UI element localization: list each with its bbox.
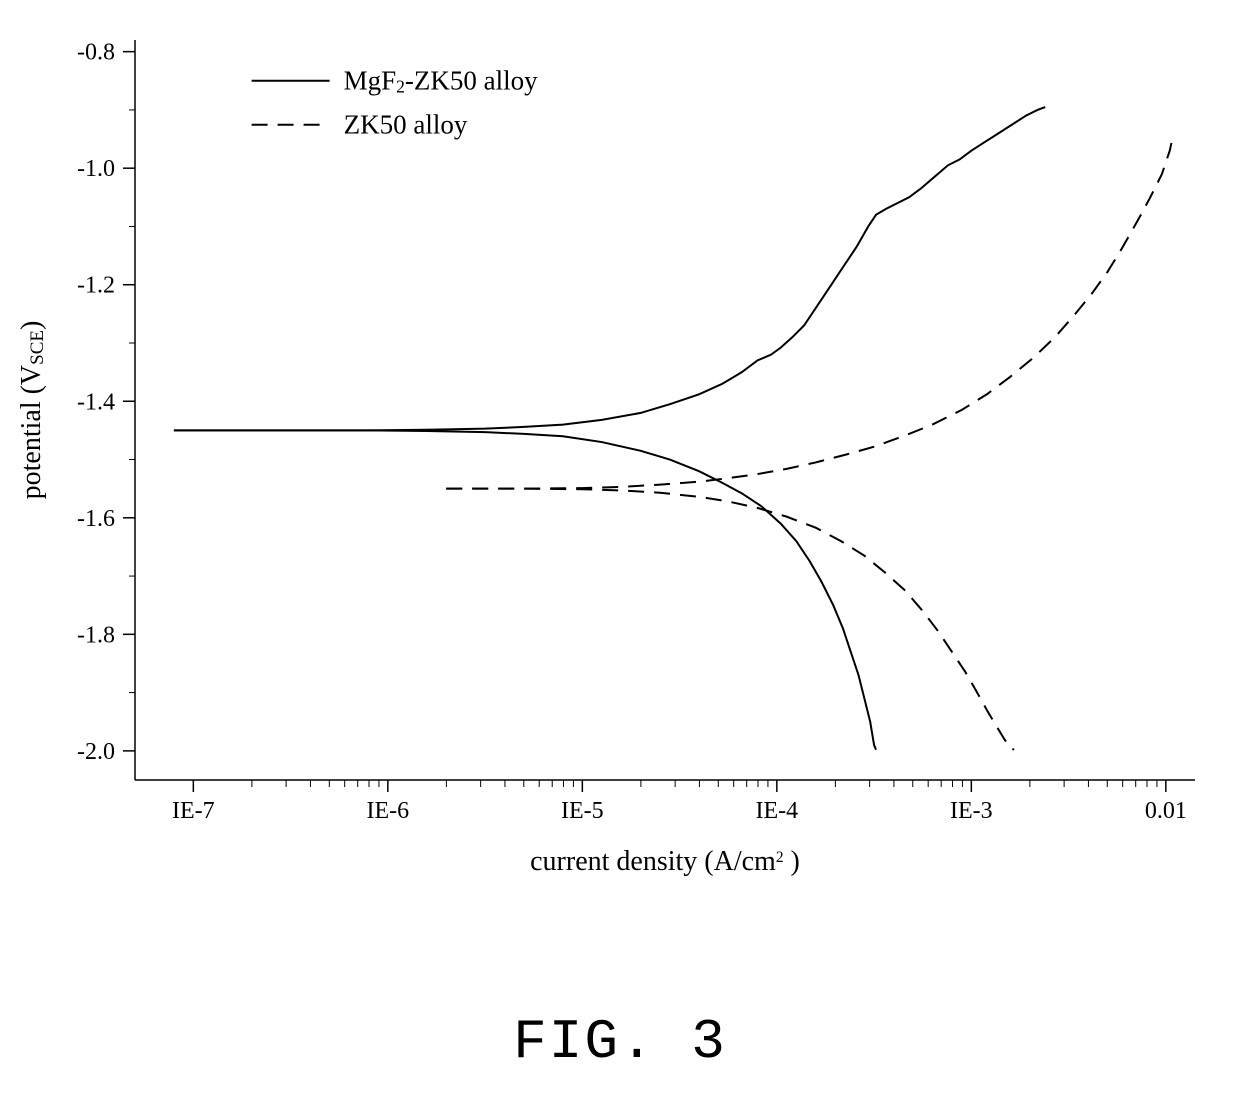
x-tick-label: IE-5: [561, 798, 604, 824]
y-tick-label: -0.8: [77, 40, 115, 66]
x-tick-label: IE-7: [172, 798, 215, 824]
tafel-plot-chart: -2.0 -1.8 -1.6 -1.4 -1.2 -1.0 -0.8 IE-7 IE-6 IE-5…: [0, 0, 1240, 900]
x-tick-label: IE-4: [756, 798, 799, 824]
figure-page: -2.0 -1.8 -1.6 -1.4 -1.2 -1.0 -0.8 IE-7 IE-6 IE-5…: [0, 0, 1240, 1104]
legend-label: MgF2-ZK50 alloy: [344, 66, 539, 97]
x-tick-label: IE-6: [367, 798, 410, 824]
x-tick-label: IE-3: [950, 798, 993, 824]
x-axis-label: current density (A/cm2 ): [530, 846, 800, 877]
y-tick-label: -1.8: [77, 622, 115, 648]
y-tick-label: -1.0: [77, 156, 115, 182]
series-0-curve: [174, 430, 876, 749]
y-tick-label: -1.6: [77, 506, 115, 532]
series-0-curve: [174, 107, 1045, 430]
x-tick-label: 0.01: [1145, 798, 1187, 824]
y-tick-label: -2.0: [77, 739, 115, 765]
series-1-curve: [446, 489, 1014, 750]
y-tick-label: -1.2: [77, 273, 115, 299]
legend: MgF2-ZK50 alloy ZK50 alloy: [252, 66, 539, 140]
y-tick-label: -1.4: [77, 389, 115, 415]
y-axis-label: potential (VSCE): [16, 321, 48, 500]
figure-caption: FIG. 3: [0, 1010, 1240, 1074]
legend-label: ZK50 alloy: [344, 110, 468, 140]
